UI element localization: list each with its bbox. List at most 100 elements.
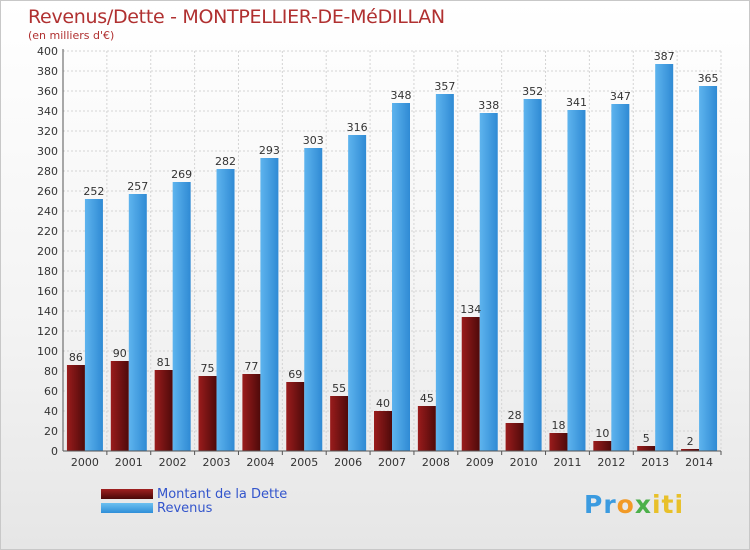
x-tick-label: 2000 <box>71 456 99 469</box>
legend-item-debt: Montant de la Dette <box>101 486 288 502</box>
bar-debt <box>681 449 700 451</box>
data-label-revenue: 269 <box>171 168 192 181</box>
data-label-debt: 18 <box>551 419 565 432</box>
x-tick-label: 2004 <box>246 456 274 469</box>
bar-revenue <box>348 135 367 451</box>
y-tick-label: 80 <box>44 365 58 378</box>
bar-revenue <box>392 103 410 451</box>
y-tick-label: 260 <box>37 185 58 198</box>
chart-subtitle: (en milliers d'€) <box>28 29 115 42</box>
bar-debt <box>330 396 349 451</box>
bars <box>66 64 718 451</box>
bar-debt <box>637 446 656 451</box>
data-label-revenue: 316 <box>347 121 368 134</box>
x-tick-label: 2008 <box>422 456 450 469</box>
data-label-revenue: 347 <box>610 90 631 103</box>
y-tick-label: 380 <box>37 65 58 78</box>
data-label-debt: 55 <box>332 382 346 395</box>
y-tick-label: 180 <box>37 265 58 278</box>
bar-debt <box>66 365 85 451</box>
y-tick-label: 240 <box>37 205 58 218</box>
data-labels: 8625290257812697528277293693035531640348… <box>69 50 719 448</box>
y-tick-label: 340 <box>37 105 58 118</box>
bar-debt <box>549 433 568 451</box>
data-label-revenue: 252 <box>83 185 104 198</box>
bar-revenue <box>611 104 630 451</box>
bar-debt <box>461 317 480 451</box>
bar-debt <box>417 406 436 451</box>
data-label-debt: 5 <box>643 432 650 445</box>
bar-revenue <box>435 94 454 451</box>
data-label-debt: 134 <box>460 303 481 316</box>
bar-debt <box>505 423 524 451</box>
bar-revenue <box>567 110 586 451</box>
bar-revenue <box>655 64 674 451</box>
y-tick-label: 120 <box>37 325 58 338</box>
data-label-revenue: 352 <box>522 85 543 98</box>
bar-revenue <box>172 182 191 451</box>
legend-label-debt: Montant de la Dette <box>157 486 288 502</box>
data-label-revenue: 303 <box>303 134 324 147</box>
bar-debt <box>198 376 217 451</box>
y-tick-label: 300 <box>37 145 58 158</box>
data-label-debt: 28 <box>508 409 522 422</box>
data-label-debt: 40 <box>376 397 390 410</box>
x-tick-label: 2006 <box>334 456 362 469</box>
data-label-debt: 77 <box>244 360 258 373</box>
legend: Montant de la Dette Revenus <box>101 486 288 516</box>
y-tick-label: 200 <box>37 245 58 258</box>
logo-part-3: x <box>634 490 652 519</box>
logo-part-1: Pr <box>584 490 617 519</box>
data-label-revenue: 365 <box>698 72 719 85</box>
y-tick-label: 0 <box>51 445 58 458</box>
x-tick-label: 2002 <box>159 456 187 469</box>
data-label-revenue: 257 <box>127 180 148 193</box>
bar-debt <box>374 411 392 451</box>
bar-debt <box>593 441 612 451</box>
x-tick-label: 2014 <box>685 456 713 469</box>
y-tick-label: 280 <box>37 165 58 178</box>
bar-debt <box>154 370 173 451</box>
bar-revenue <box>128 194 147 451</box>
bar-revenue <box>216 169 235 451</box>
y-tick-label: 60 <box>44 385 58 398</box>
logo-part-2: o <box>616 490 635 519</box>
bar-revenue <box>84 199 103 451</box>
x-tick-label: 2005 <box>290 456 318 469</box>
data-label-debt: 86 <box>69 351 83 364</box>
bar-revenue <box>304 148 323 451</box>
logo-part-4: iti <box>651 490 685 519</box>
legend-swatch-revenue <box>101 503 153 513</box>
data-label-revenue: 282 <box>215 155 236 168</box>
axes: 0204060801001201401601802002202402602803… <box>37 45 722 469</box>
x-tick-label: 2003 <box>203 456 231 469</box>
bar-revenue <box>699 86 718 451</box>
data-label-revenue: 293 <box>259 144 280 157</box>
x-tick-label: 2011 <box>553 456 581 469</box>
x-tick-label: 2012 <box>597 456 625 469</box>
y-tick-label: 220 <box>37 225 58 238</box>
y-tick-label: 140 <box>37 305 58 318</box>
data-label-revenue: 348 <box>391 89 412 102</box>
data-label-debt: 45 <box>420 392 434 405</box>
y-tick-label: 320 <box>37 125 58 138</box>
data-label-debt: 75 <box>201 362 215 375</box>
y-tick-label: 160 <box>37 285 58 298</box>
y-tick-label: 400 <box>37 45 58 58</box>
data-label-debt: 69 <box>288 368 302 381</box>
chart-title: Revenus/Dette - MONTPELLIER-DE-MéDILLAN <box>28 6 445 28</box>
y-tick-label: 40 <box>44 405 58 418</box>
proxiti-logo: Proxiti <box>584 490 684 519</box>
x-tick-label: 2001 <box>115 456 143 469</box>
data-label-revenue: 341 <box>566 96 587 109</box>
y-tick-label: 360 <box>37 85 58 98</box>
x-tick-label: 2009 <box>466 456 494 469</box>
data-label-revenue: 338 <box>478 99 499 112</box>
data-label-revenue: 387 <box>654 50 675 63</box>
bar-debt <box>242 374 261 451</box>
data-label-revenue: 357 <box>434 80 455 93</box>
legend-item-revenue: Revenus <box>101 501 287 516</box>
x-tick-label: 2007 <box>378 456 406 469</box>
